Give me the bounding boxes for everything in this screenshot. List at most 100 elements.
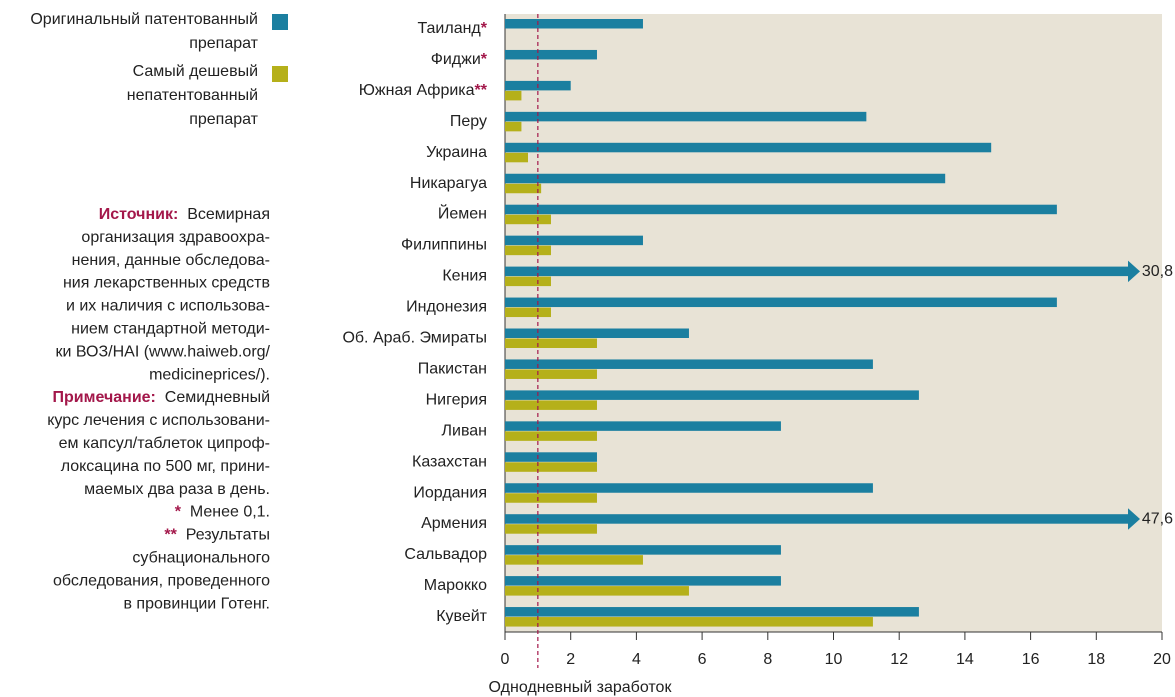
category-name: Марокко bbox=[424, 577, 487, 594]
legend-item: Самый дешевый непатентованный препарат bbox=[108, 60, 288, 132]
x-tick-label: 20 bbox=[1153, 651, 1171, 668]
note-text: курс лечения с использовани- bbox=[47, 412, 270, 429]
note-text: маемых два раза в день. bbox=[84, 481, 270, 498]
y-tick-label: Иордания bbox=[413, 484, 487, 501]
note-text: ем капсул/таблеток ципроф- bbox=[59, 435, 270, 452]
note-text: нения, данные обследова- bbox=[72, 252, 270, 269]
bar bbox=[505, 328, 689, 338]
category-note: * bbox=[481, 51, 488, 68]
y-tick-label: Южная Африка** bbox=[359, 82, 488, 99]
note-text: ния лекарственных средств bbox=[63, 275, 270, 292]
note-line: в провинции Готенг. bbox=[123, 596, 270, 613]
y-tick-label: Казахстан bbox=[412, 454, 487, 471]
note-line: нения, данные обследова- bbox=[72, 252, 270, 269]
note-text: ки ВОЗ/HAI (www.haiweb.org/ bbox=[56, 344, 271, 361]
bar bbox=[505, 214, 551, 225]
bar bbox=[505, 152, 528, 163]
category-name: Таиланд bbox=[417, 20, 481, 37]
bar bbox=[505, 390, 919, 400]
x-tick-label: 4 bbox=[632, 651, 641, 668]
note-label: ** bbox=[164, 527, 177, 544]
overflow-arrow bbox=[1128, 260, 1140, 283]
bar bbox=[505, 359, 873, 369]
bar bbox=[505, 90, 522, 101]
note-line: Источник: Всемирная bbox=[99, 206, 270, 223]
bar bbox=[505, 121, 522, 132]
bar bbox=[505, 400, 597, 410]
x-tick-label: 6 bbox=[698, 651, 707, 668]
y-tick-label: Фиджи* bbox=[431, 51, 488, 68]
category-name: Казахстан bbox=[412, 454, 487, 471]
x-tick-label: 16 bbox=[1022, 651, 1040, 668]
category-name: Йемен bbox=[438, 204, 487, 223]
note-line: ния лекарственных средств bbox=[63, 275, 270, 292]
x-tick-label: 8 bbox=[763, 651, 772, 668]
bar bbox=[505, 49, 597, 60]
bar bbox=[505, 276, 551, 287]
bar bbox=[505, 307, 551, 318]
legend-item: Оригинальный патентованный препарат bbox=[18, 8, 288, 56]
y-tick-label: Марокко bbox=[424, 577, 487, 594]
note-line: Примечание: Семидневный bbox=[53, 389, 270, 406]
plot-area bbox=[505, 14, 1162, 632]
bar bbox=[505, 452, 597, 462]
bar bbox=[505, 297, 1057, 308]
category-name: Филиппины bbox=[401, 237, 487, 254]
y-tick-label: Йемен bbox=[438, 204, 487, 223]
x-tick-label: 10 bbox=[825, 651, 843, 668]
y-tick-label: Никарагуа bbox=[410, 175, 487, 192]
bar bbox=[505, 204, 1057, 215]
bar bbox=[505, 483, 873, 493]
category-note: * bbox=[481, 20, 488, 37]
note-line: * Менее 0,1. bbox=[175, 504, 270, 521]
category-name: Сальвадор bbox=[404, 546, 487, 563]
category-name: Фиджи bbox=[431, 51, 481, 68]
legend-label: Оригинальный патентованный препарат bbox=[30, 11, 258, 52]
bar bbox=[505, 586, 689, 596]
category-name: Индонезия bbox=[406, 299, 487, 316]
y-tick-label: Сальвадор bbox=[404, 546, 487, 563]
bar bbox=[505, 142, 992, 153]
category-name: Кувейт bbox=[436, 608, 487, 625]
category-note: ** bbox=[475, 82, 488, 99]
y-tick-label: Нигерия bbox=[426, 392, 487, 409]
note-line: курс лечения с использовани- bbox=[47, 412, 270, 429]
note-line: организация здравоохра- bbox=[81, 229, 270, 246]
bar bbox=[505, 421, 781, 431]
note-text: нием стандартной методи- bbox=[71, 321, 270, 338]
bar bbox=[505, 266, 1130, 277]
x-tick-label: 18 bbox=[1087, 651, 1105, 668]
category-name: Нигерия bbox=[426, 392, 487, 409]
y-tick-label: Об. Араб. Эмираты bbox=[342, 330, 487, 347]
note-text: Результаты bbox=[186, 527, 270, 544]
note-line: ** Результаты bbox=[164, 527, 270, 544]
bar bbox=[505, 462, 597, 472]
value-label: 30,8 bbox=[1142, 263, 1173, 280]
y-tick-label: Ливан bbox=[442, 423, 488, 440]
bar bbox=[505, 245, 551, 256]
y-tick-label: Пакистан bbox=[418, 361, 487, 378]
legend-swatch bbox=[272, 66, 288, 82]
note-line: нием стандартной методи- bbox=[71, 321, 270, 338]
category-name: Никарагуа bbox=[410, 175, 487, 192]
bar bbox=[505, 338, 597, 348]
bar bbox=[505, 431, 597, 441]
note-line: локсацина по 500 мг, прини- bbox=[61, 458, 270, 475]
note-line: обследования, проведенного bbox=[53, 573, 270, 590]
bar bbox=[505, 545, 781, 555]
y-tick-label: Перу bbox=[450, 113, 487, 130]
note-line: субнационального bbox=[132, 550, 270, 567]
note-text: Менее 0,1. bbox=[190, 504, 270, 521]
bar bbox=[505, 524, 597, 534]
category-name: Пакистан bbox=[418, 361, 487, 378]
y-tick-label: Кения bbox=[442, 268, 487, 285]
y-tick-label: Украина bbox=[426, 144, 487, 161]
note-line: и их наличия с использова- bbox=[66, 298, 270, 315]
note-text: Семидневный bbox=[165, 389, 270, 406]
x-tick-label: 0 bbox=[501, 651, 510, 668]
category-name: Южная Африка bbox=[359, 82, 475, 99]
note-text: обследования, проведенного bbox=[53, 573, 270, 590]
note-label: * bbox=[175, 504, 182, 521]
category-name: Кения bbox=[442, 268, 487, 285]
note-text: medicineprices/). bbox=[149, 367, 270, 384]
